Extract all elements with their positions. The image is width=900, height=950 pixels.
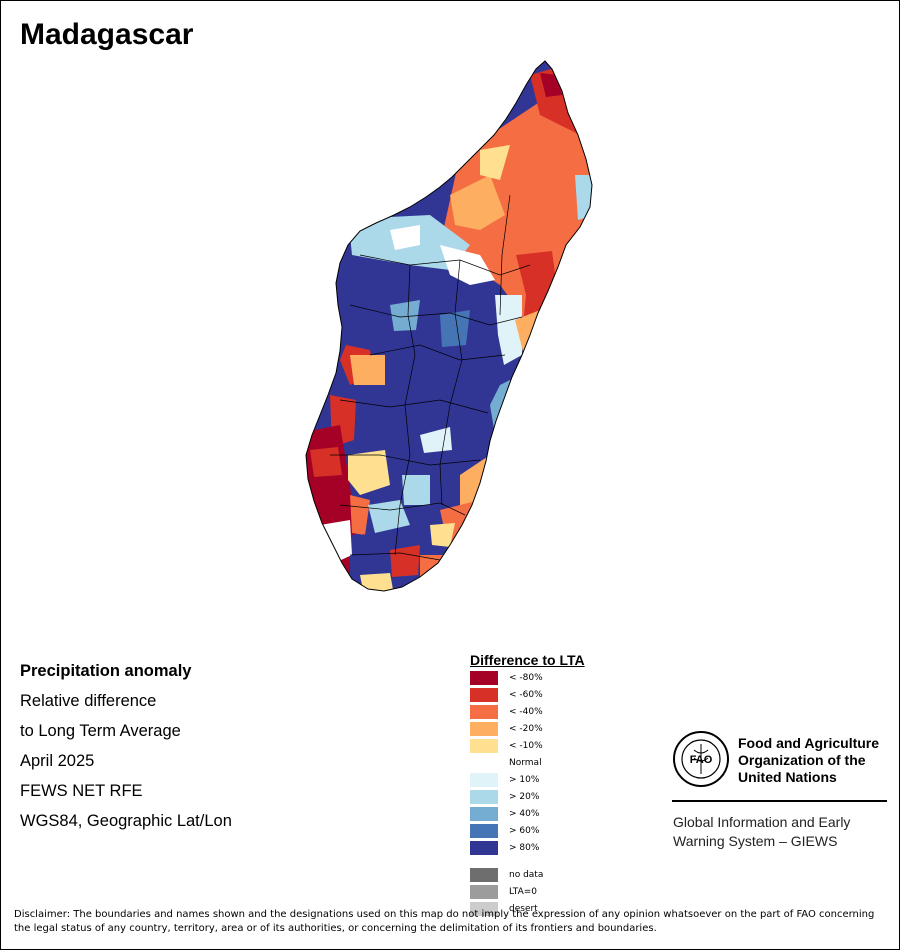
- fao-logo-block: FAO Food and Agriculture Organization of…: [672, 730, 892, 860]
- map-info: Precipitation anomaly Relative differenc…: [20, 656, 232, 836]
- fao-seal-icon: FAO: [673, 731, 729, 787]
- island-outline: [305, 60, 593, 592]
- legend-item: < -40%: [470, 705, 630, 719]
- legend-label: desert: [509, 904, 538, 914]
- legend-swatch: [470, 773, 498, 787]
- legend-label: > 80%: [509, 843, 540, 853]
- legend: Difference to LTA < -80% < -60% < -40% < -2…: [470, 652, 630, 916]
- legend-swatch: [470, 824, 498, 838]
- legend-label: > 10%: [509, 775, 540, 785]
- legend-item: Normal: [470, 756, 630, 770]
- legend-item: < -10%: [470, 739, 630, 753]
- legend-item: desert: [470, 902, 630, 916]
- legend-label: > 20%: [509, 792, 540, 802]
- legend-label: < -40%: [509, 707, 543, 717]
- legend-item: > 20%: [470, 790, 630, 804]
- legend-item: no data: [470, 868, 630, 882]
- disclaimer: Disclaimer: The boundaries and names sho…: [14, 909, 875, 934]
- precipitation-anomaly-map: [290, 55, 610, 615]
- legend-swatch: [470, 671, 498, 685]
- map-title: Madagascar: [20, 18, 194, 51]
- legend-item: > 10%: [470, 773, 630, 787]
- legend-swatch: [470, 688, 498, 702]
- legend-swatch: [470, 807, 498, 821]
- legend-item: > 60%: [470, 824, 630, 838]
- legend-swatch: [470, 722, 498, 736]
- legend-swatch: [470, 756, 498, 770]
- admin-boundaries: [330, 194, 531, 561]
- legend-label: < -10%: [509, 741, 543, 751]
- legend-item: > 40%: [470, 807, 630, 821]
- legend-item: < -80%: [470, 671, 630, 685]
- legend-item: < -20%: [470, 722, 630, 736]
- legend-swatch: [470, 790, 498, 804]
- legend-title: Difference to LTA: [470, 652, 585, 668]
- legend-swatch: [470, 841, 498, 855]
- legend-swatch: [470, 868, 498, 882]
- legend-swatch: [470, 739, 498, 753]
- legend-swatch: [470, 885, 498, 899]
- madagascar-map-svg: [305, 60, 593, 592]
- legend-label: LTA=0: [509, 887, 537, 897]
- info-line: to Long Term Average: [20, 722, 181, 740]
- info-heading: Precipitation anomaly: [20, 662, 192, 680]
- legend-label: Normal: [509, 758, 542, 768]
- info-line: April 2025: [20, 752, 95, 770]
- legend-label: < -80%: [509, 673, 543, 683]
- legend-label: > 60%: [509, 826, 540, 836]
- legend-swatch: [470, 902, 498, 916]
- legend-item: < -60%: [470, 688, 630, 702]
- legend-item: > 80%: [470, 841, 630, 855]
- legend-label: no data: [509, 870, 544, 880]
- fao-divider: [672, 800, 887, 802]
- info-line: FEWS NET RFE: [20, 782, 143, 800]
- info-line: Relative difference: [20, 692, 157, 710]
- legend-item: LTA=0: [470, 885, 630, 899]
- info-line: WGS84, Geographic Lat/Lon: [20, 812, 232, 830]
- anomaly-raster: [306, 61, 592, 591]
- fao-org-name: Food and Agriculture Organization of the…: [738, 735, 880, 785]
- giews-name: Global Information and Early Warning Sys…: [673, 814, 851, 849]
- legend-label: < -60%: [509, 690, 543, 700]
- legend-label: > 40%: [509, 809, 540, 819]
- legend-label: < -20%: [509, 724, 543, 734]
- legend-swatch: [470, 705, 498, 719]
